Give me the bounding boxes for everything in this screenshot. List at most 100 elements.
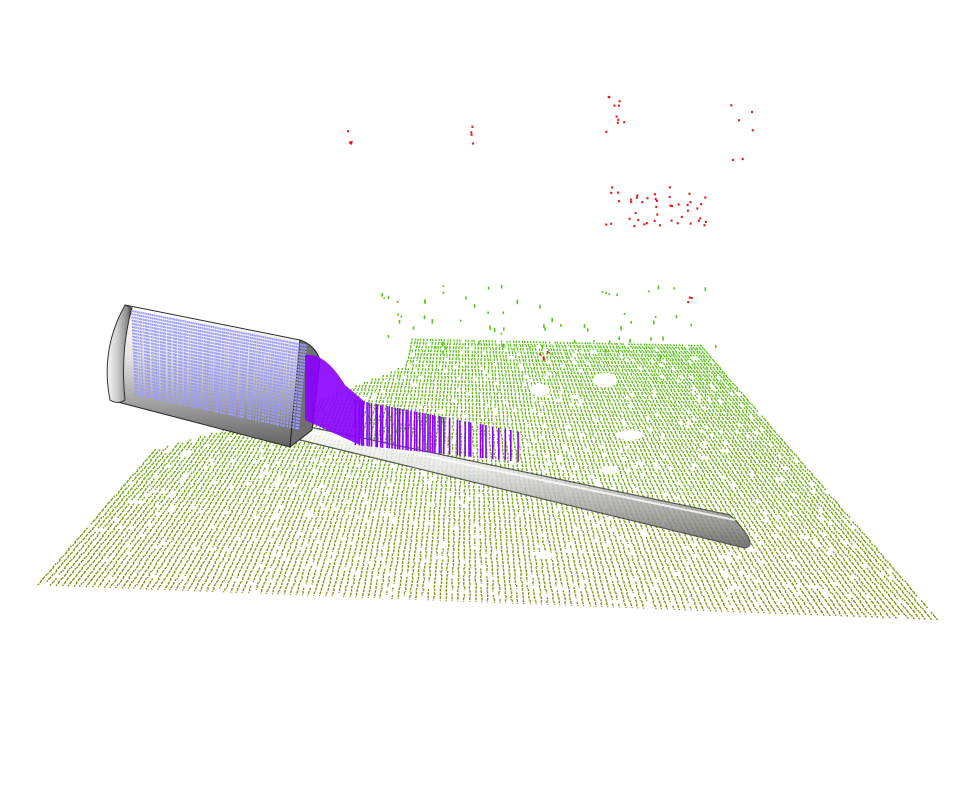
cylinder-fit-scan-line: [224, 329, 230, 415]
outlier-point: [688, 192, 691, 195]
cylinder-fit-scan-line: [159, 315, 163, 401]
outlier-point: [634, 211, 637, 215]
cylinder-dense-region: [305, 354, 365, 445]
ground-stray-point: [442, 291, 445, 294]
cylinder-fit-scan-line: [169, 317, 172, 403]
outlier-point: [704, 220, 707, 223]
outlier-point: [655, 205, 658, 208]
outlier-point: [470, 131, 473, 134]
ground-stray-point: [616, 293, 618, 297]
outlier-point: [629, 198, 632, 201]
outlier-point: [618, 104, 620, 107]
ground-stray-point: [493, 328, 496, 333]
ground-stray-point: [604, 349, 607, 353]
outlier-point: [542, 356, 545, 359]
ground-scan-line-group: [46, 548, 929, 609]
cylinder-fit-scan-line: [266, 337, 274, 424]
outlier-point: [618, 100, 621, 103]
ground-stray-point: [673, 287, 675, 290]
outlier-point: [686, 209, 689, 212]
outlier-point: [680, 215, 683, 218]
outlier-point: [605, 223, 608, 226]
pipe-tube: [299, 424, 751, 549]
ground-stray-point: [605, 291, 607, 295]
cylinder-fit-scan-line: [240, 332, 246, 418]
cylinder-fit-scan-line: [198, 323, 202, 409]
outlier-point: [607, 95, 610, 99]
cylinder-fit-scan-line: [261, 336, 268, 422]
cylinder-fit-scan-line: [295, 343, 304, 429]
ground-stray-point: [620, 325, 622, 331]
cylinder-fit-scan-line: [254, 335, 263, 421]
outlier-point: [654, 197, 657, 200]
cylinder-fit-scan-line: [172, 318, 176, 404]
cylinder-fit-scan-line: [204, 324, 207, 410]
ground-stray-point: [465, 296, 467, 300]
outlier-point: [656, 213, 659, 216]
ground-stray-point: [442, 285, 445, 287]
outlier-point: [637, 219, 640, 222]
ground-stray-point: [500, 332, 503, 335]
cylinder-fit-scan-line: [297, 344, 307, 430]
ground-stray-point: [657, 285, 660, 290]
cylinder-fit-scan-line: [270, 338, 278, 424]
cylinder-fit-scan-line: [296, 344, 306, 430]
ground-scan-line-group: [67, 524, 905, 582]
outlier-point: [348, 141, 351, 144]
outlier-point: [670, 219, 673, 222]
outlier-point: [689, 222, 692, 225]
cylinder-fit-scan-line: [246, 333, 254, 419]
outlier-point: [633, 225, 636, 228]
ground-stray-point: [415, 345, 418, 348]
ground-stray-point: [529, 346, 532, 349]
ground-stray-point: [435, 346, 437, 349]
cylinder-fit-scan-line: [157, 315, 160, 401]
outlier-point: [350, 141, 353, 144]
ground-scan-line-group: [318, 378, 759, 417]
outlier-point: [676, 222, 679, 225]
cylinder-fit-scan-line: [227, 329, 231, 415]
outlier-point: [697, 219, 700, 222]
ground-scan-line-group: [408, 338, 715, 362]
ground-stray-point: [654, 316, 657, 318]
outlier-point: [470, 133, 473, 136]
outlier-point: [737, 119, 740, 122]
outlier-points: [347, 95, 754, 361]
ground-stray-point: [672, 352, 675, 355]
outlier-point: [618, 200, 621, 203]
outlier-point: [687, 301, 690, 304]
outlier-point: [613, 104, 616, 107]
outlier-point: [605, 130, 608, 133]
outlier-point: [645, 222, 648, 225]
ground-stray-point: [608, 293, 610, 295]
outlier-point: [539, 353, 542, 356]
ground-stray-point: [442, 350, 444, 355]
cylinder-fit-scan-line: [231, 330, 237, 416]
cylinder-fit-scan-line: [177, 319, 181, 405]
cylinder-fit-scan-line: [213, 326, 217, 412]
cylinder-fit-scan-line: [234, 331, 241, 417]
ground-gap: [593, 373, 617, 387]
outlier-point: [703, 224, 706, 227]
outlier-point: [700, 203, 703, 206]
ground-stray-point: [659, 354, 662, 359]
ground-stray-point: [478, 341, 480, 346]
ground-stray-point: [400, 315, 403, 318]
cylinder-fit-scan-line: [286, 342, 296, 428]
cylinder-fit-scan-line: [249, 334, 257, 420]
ground-stray-point: [445, 346, 447, 350]
outlier-point: [671, 204, 673, 208]
outlier-point: [472, 142, 475, 145]
outlier-point: [546, 351, 549, 354]
cylinder-fit-scan-line: [160, 315, 165, 401]
outlier-point: [617, 191, 620, 194]
pipe-end-cap: [106, 304, 133, 403]
outlier-point: [635, 196, 638, 199]
cylinder-fit-scan-line: [140, 311, 143, 397]
outlier-point: [668, 195, 671, 199]
outlier-point: [655, 199, 658, 202]
ground-stray-point: [608, 340, 611, 344]
cylinder-fit-scan-line: [216, 327, 222, 413]
